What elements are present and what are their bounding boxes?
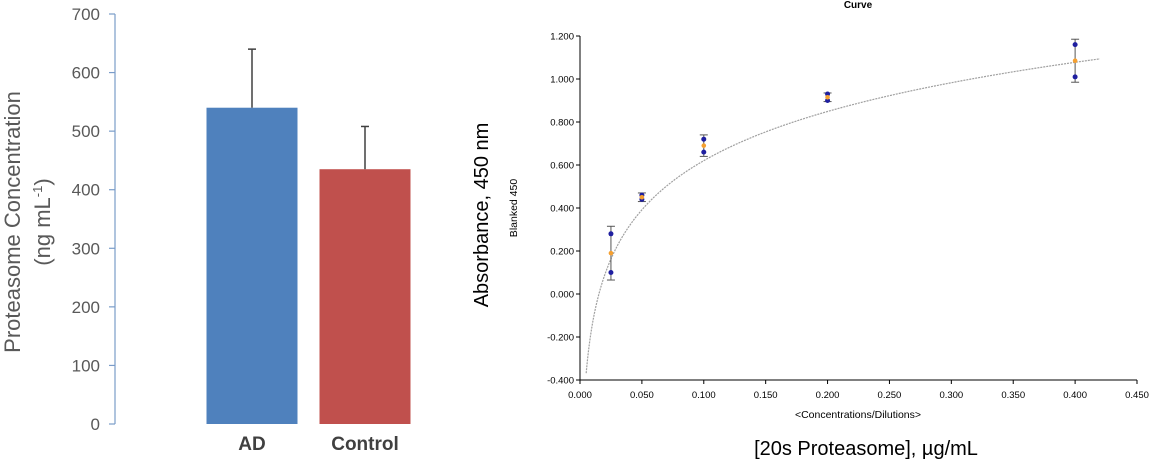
bar — [319, 169, 411, 424]
curve-y-tick-label: 0.600 — [550, 161, 574, 172]
replicate-point — [701, 149, 707, 155]
curve-x-tick-label: 0.300 — [939, 390, 963, 401]
bar-category-label: AD — [238, 434, 265, 455]
curve-y-tick-label: 0.200 — [550, 247, 574, 258]
curve-chart: Curve -0.400 -0.200 0.000 0.200 0.400 0.600 0.… — [471, 0, 1149, 460]
curve-x-tick-label: 0.150 — [754, 390, 778, 401]
bar-chart: 0 100 200 300 400 500 600 700 AD Control Proteas… — [0, 5, 411, 455]
curve-x-tick-label: 0.050 — [630, 390, 654, 401]
replicate-point — [825, 98, 831, 103]
replicate-points — [608, 42, 1078, 275]
bar-y-tick-label: 100 — [72, 356, 100, 375]
curve-y-tick-label: 1.200 — [550, 32, 574, 43]
replicate-point — [1072, 74, 1078, 80]
mean-point — [608, 250, 614, 256]
curve-x-label: <Concentrations/Dilutions> — [795, 409, 921, 421]
curve-y-tick-label: -0.200 — [547, 333, 574, 344]
mean-point — [639, 194, 645, 200]
bar-category-labels: AD Control — [238, 434, 399, 455]
mean-point — [1072, 58, 1078, 64]
bar-y-tick-label: 600 — [72, 64, 100, 83]
curve-x-tick-label: 0.400 — [1063, 390, 1087, 401]
bar-y-tick-label: 0 — [91, 415, 100, 434]
replicate-point — [825, 91, 831, 97]
bar-y-tick-label: 500 — [72, 122, 100, 141]
curve-title: Curve — [844, 0, 873, 11]
bar-y-tick-label: 400 — [72, 181, 100, 200]
curve-x-tick-label: 0.000 — [568, 390, 592, 401]
mean-point — [701, 143, 707, 148]
bar-error-bars — [248, 48, 369, 170]
bar-y-tick-label: 200 — [72, 298, 100, 317]
curve-x-tick-label: 0.450 — [1125, 390, 1149, 401]
bar-y-label-line2: (ng mL-1) — [30, 178, 55, 265]
replicate-point — [608, 270, 614, 275]
curve-x-tick-label: 0.250 — [878, 390, 902, 401]
curve-x-tick-label: 0.100 — [692, 390, 716, 401]
bar-category-label: Control — [331, 434, 399, 455]
curve-x-tick-label: 0.350 — [1001, 390, 1025, 401]
bar-y-label-line1: Proteasome Concentration — [0, 91, 25, 353]
mean-point — [825, 94, 830, 100]
curve-x-tick-label: 0.200 — [816, 390, 840, 401]
replicate-point — [1072, 42, 1078, 48]
outer-y-label: Absorbance, 450 nm — [471, 123, 493, 308]
curve-y-label: Blanked 450 — [508, 179, 520, 238]
bar — [206, 107, 298, 424]
mean-points — [608, 58, 1078, 256]
curve-y-ticks: -0.400 -0.200 0.000 0.200 0.400 0.600 0.800 1.0… — [547, 32, 580, 387]
curve-y-tick-label: 0.000 — [550, 290, 574, 301]
bar-y-tick-label: 300 — [72, 239, 100, 258]
replicate-point — [608, 231, 614, 237]
fit-curve — [585, 58, 1100, 374]
curve-x-ticks: 0.000 0.050 0.100 0.150 0.200 0.250 0.300 0.350… — [568, 380, 1149, 401]
curve-y-tick-label: 1.000 — [550, 75, 574, 86]
bar-y-ticks: 0 100 200 300 400 500 600 700 — [72, 5, 115, 434]
curve-y-tick-label: -0.400 — [547, 376, 574, 387]
outer-x-label: [20s Proteasome], µg/mL — [754, 438, 978, 460]
bar-y-tick-label: 700 — [72, 5, 100, 24]
curve-y-tick-label: 0.400 — [550, 204, 574, 215]
bar-series — [206, 107, 411, 424]
mean-error-bars — [606, 38, 1080, 281]
curve-y-tick-label: 0.800 — [550, 118, 574, 129]
replicate-point — [701, 136, 707, 142]
